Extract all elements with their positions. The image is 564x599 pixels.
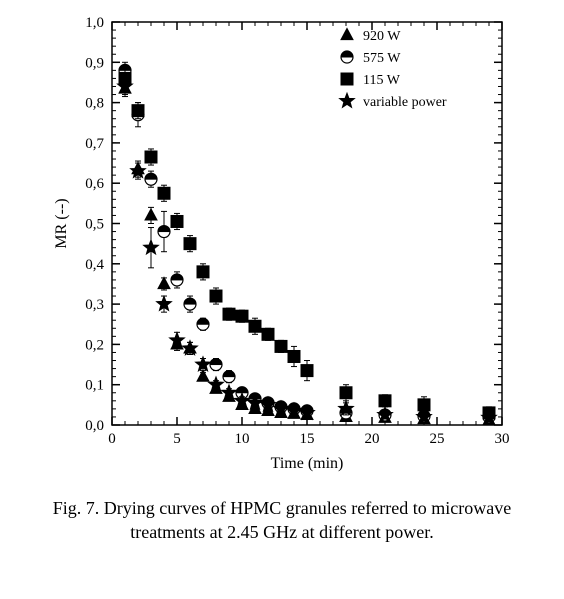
chart-area: 0 5 10 15 20 25 30 0,0 0,1 0,2 0,3 0,4 0,5 0,6 0,7 0,8 0… xyxy=(47,10,517,480)
svg-text:0,1: 0,1 xyxy=(85,378,104,394)
svg-text:0,7: 0,7 xyxy=(85,136,104,152)
svg-text:1,0: 1,0 xyxy=(85,15,104,31)
svg-text:5: 5 xyxy=(173,431,181,447)
svg-text:Time (min): Time (min) xyxy=(271,455,344,472)
figure: 0 5 10 15 20 25 30 0,0 0,1 0,2 0,3 0,4 0,5 0,6 0,7 0,8 0… xyxy=(0,0,564,565)
svg-text:575 W: 575 W xyxy=(363,51,401,66)
svg-text:0: 0 xyxy=(108,431,116,447)
svg-text:10: 10 xyxy=(235,431,250,447)
figure-caption: Fig. 7. Drying curves of HPMC granules r… xyxy=(20,496,544,545)
scatter-chart: 0 5 10 15 20 25 30 0,0 0,1 0,2 0,3 0,4 0,5 0,6 0,7 0,8 0… xyxy=(47,10,517,480)
svg-text:0,0: 0,0 xyxy=(85,418,104,434)
svg-text:0,5: 0,5 xyxy=(85,217,104,233)
svg-text:MR (--): MR (--) xyxy=(53,198,70,248)
svg-text:20: 20 xyxy=(365,431,380,447)
svg-text:920 W: 920 W xyxy=(363,29,401,44)
svg-text:30: 30 xyxy=(495,431,510,447)
svg-text:variable power: variable power xyxy=(363,95,447,110)
svg-text:0,3: 0,3 xyxy=(85,297,104,313)
svg-text:0,9: 0,9 xyxy=(85,55,104,71)
svg-text:25: 25 xyxy=(430,431,445,447)
svg-text:115 W: 115 W xyxy=(363,73,401,88)
svg-text:0,8: 0,8 xyxy=(85,96,104,112)
svg-text:0,2: 0,2 xyxy=(85,337,104,353)
svg-text:15: 15 xyxy=(300,431,315,447)
svg-text:0,4: 0,4 xyxy=(85,257,104,273)
svg-text:0,6: 0,6 xyxy=(85,176,104,192)
